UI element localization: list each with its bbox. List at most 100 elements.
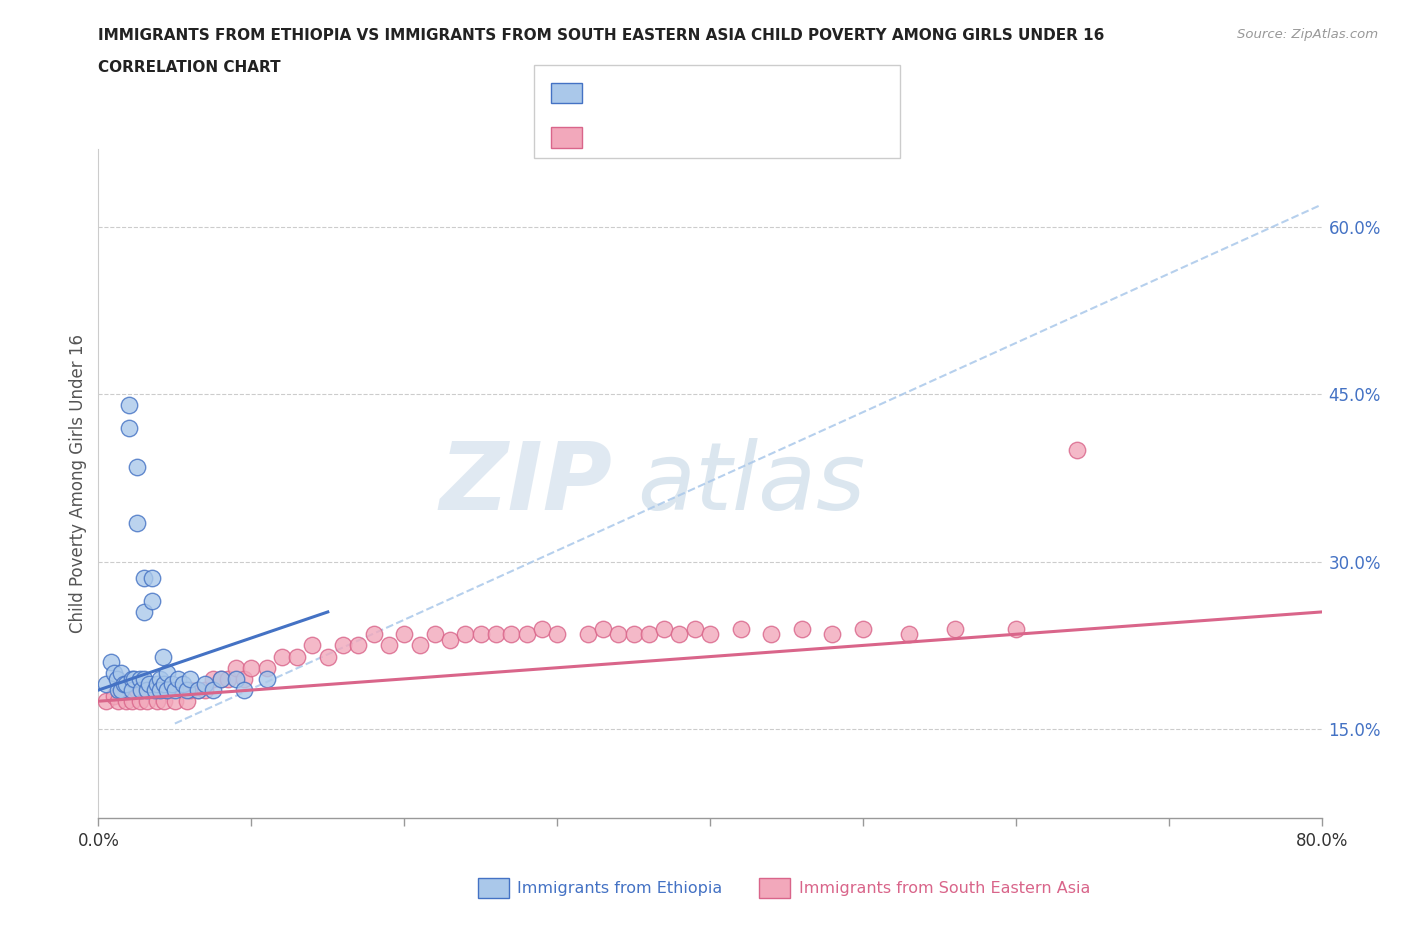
Point xyxy=(138,677,160,692)
Point xyxy=(363,627,385,642)
Point xyxy=(1004,621,1026,636)
Point xyxy=(1066,443,1088,458)
Point xyxy=(439,632,461,647)
Point xyxy=(194,683,217,698)
Point xyxy=(897,627,920,642)
Point xyxy=(790,621,813,636)
Point xyxy=(128,694,150,709)
Point xyxy=(943,621,966,636)
Point xyxy=(134,571,156,586)
Point xyxy=(110,683,132,698)
Point xyxy=(623,627,645,642)
Point xyxy=(332,638,354,653)
Point xyxy=(136,694,159,709)
Point xyxy=(652,621,675,636)
Point xyxy=(121,694,143,709)
Point xyxy=(110,666,132,681)
Point xyxy=(408,638,430,653)
Point xyxy=(125,459,148,474)
Point xyxy=(730,621,752,636)
Text: R =: R = xyxy=(593,130,628,145)
Point xyxy=(145,694,167,709)
Point xyxy=(167,671,190,686)
Text: 46: 46 xyxy=(727,86,749,100)
Point xyxy=(122,671,145,686)
Point xyxy=(118,420,141,435)
Point xyxy=(454,627,477,642)
Point xyxy=(153,694,176,709)
Text: 66: 66 xyxy=(727,130,749,145)
Point xyxy=(141,593,163,608)
Point xyxy=(176,694,198,709)
Point xyxy=(194,677,217,692)
Text: Immigrants from Ethiopia: Immigrants from Ethiopia xyxy=(517,881,723,896)
Point xyxy=(176,683,198,698)
Point xyxy=(125,515,148,530)
Point xyxy=(94,694,117,709)
Point xyxy=(240,660,263,675)
Point xyxy=(516,627,538,642)
Text: 0.159: 0.159 xyxy=(627,86,678,100)
Point xyxy=(607,627,630,642)
Point xyxy=(530,621,553,636)
Point xyxy=(156,666,179,681)
Text: Source: ZipAtlas.com: Source: ZipAtlas.com xyxy=(1237,28,1378,41)
Point xyxy=(118,677,141,692)
Point xyxy=(202,683,225,698)
Point xyxy=(209,671,232,686)
Text: atlas: atlas xyxy=(637,438,865,529)
Point xyxy=(128,671,150,686)
Text: CORRELATION CHART: CORRELATION CHART xyxy=(98,60,281,75)
Point xyxy=(172,683,194,698)
Point xyxy=(153,677,176,692)
Point xyxy=(668,627,690,642)
Point xyxy=(121,671,143,686)
Point xyxy=(683,621,706,636)
Point xyxy=(202,671,225,686)
Text: IMMIGRANTS FROM ETHIOPIA VS IMMIGRANTS FROM SOUTH EASTERN ASIA CHILD POVERTY AMO: IMMIGRANTS FROM ETHIOPIA VS IMMIGRANTS F… xyxy=(98,28,1105,43)
Point xyxy=(378,638,401,653)
Point xyxy=(256,671,278,686)
Point xyxy=(270,649,292,664)
Point xyxy=(149,683,172,698)
Text: N =: N = xyxy=(692,86,728,100)
Point xyxy=(163,683,186,698)
Point xyxy=(136,683,159,698)
Point xyxy=(115,677,138,692)
Point xyxy=(105,671,128,686)
Point xyxy=(232,683,254,698)
Text: R =: R = xyxy=(593,86,628,100)
Text: N =: N = xyxy=(692,130,728,145)
Text: ZIP: ZIP xyxy=(439,438,612,529)
Point xyxy=(134,671,156,686)
Point xyxy=(852,621,875,636)
Point xyxy=(637,627,661,642)
Point xyxy=(256,660,278,675)
Point xyxy=(576,627,599,642)
Point xyxy=(121,683,143,698)
Point xyxy=(107,694,129,709)
Text: 0.143: 0.143 xyxy=(627,130,678,145)
Point xyxy=(821,627,844,642)
Point xyxy=(301,638,323,653)
Point xyxy=(149,671,172,686)
Point xyxy=(100,655,122,670)
Point xyxy=(699,627,721,642)
Point xyxy=(225,671,247,686)
Point xyxy=(94,677,117,692)
Point xyxy=(112,677,135,692)
Point xyxy=(134,604,156,619)
Point xyxy=(392,627,416,642)
Point xyxy=(115,694,138,709)
Point xyxy=(179,683,201,698)
Point xyxy=(160,677,183,692)
Y-axis label: Child Poverty Among Girls Under 16: Child Poverty Among Girls Under 16 xyxy=(69,334,87,633)
Point xyxy=(592,621,614,636)
Point xyxy=(187,683,209,698)
Point xyxy=(156,683,179,698)
Point xyxy=(179,671,201,686)
Point xyxy=(145,677,167,692)
Point xyxy=(134,683,156,698)
Point xyxy=(143,683,166,698)
Point xyxy=(546,627,568,642)
